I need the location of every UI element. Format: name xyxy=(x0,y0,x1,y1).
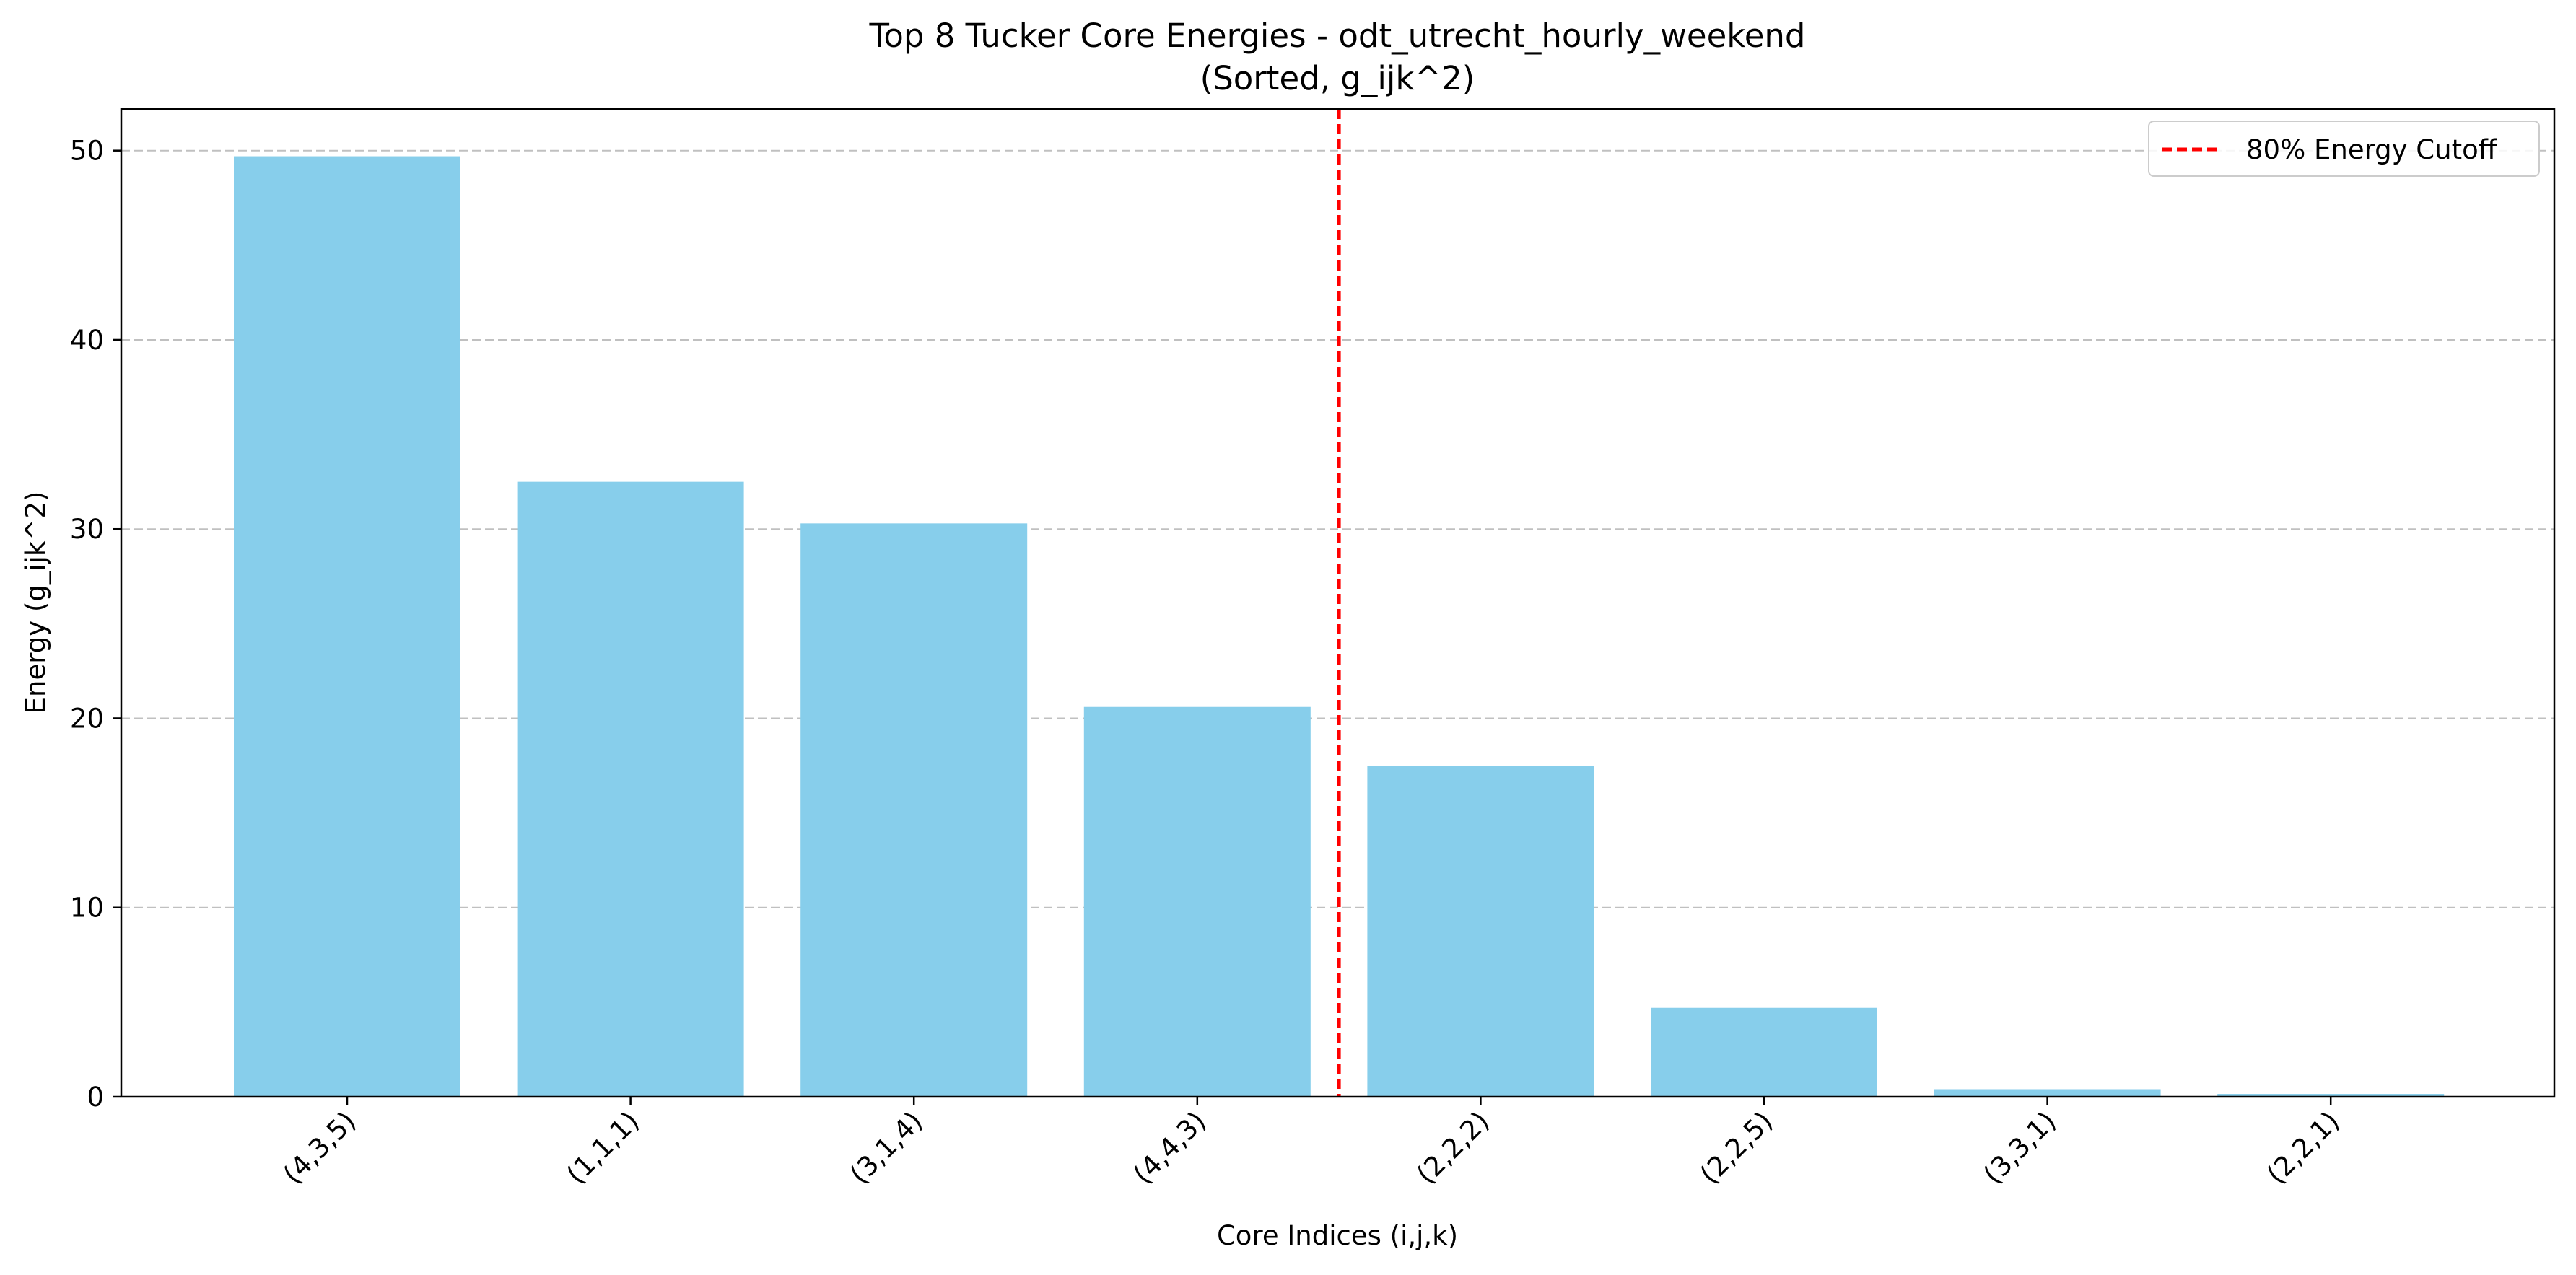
y-tick-label: 10 xyxy=(70,893,104,924)
x-tick-label: (2,2,1) xyxy=(2261,1105,2345,1190)
x-tick-label: (3,3,1) xyxy=(1978,1105,2062,1190)
x-tick-label: (2,2,2) xyxy=(1410,1105,1495,1190)
bar xyxy=(234,156,460,1097)
x-axis-label: Core Indices (i,j,k) xyxy=(1217,1220,1458,1251)
legend: 80% Energy Cutoff xyxy=(2148,121,2540,177)
x-tick-label: (2,2,5) xyxy=(1694,1105,1778,1190)
y-tick-label: 30 xyxy=(70,514,104,545)
bar xyxy=(1934,1089,2161,1097)
y-tick-label: 40 xyxy=(70,325,104,356)
y-tick-label: 50 xyxy=(70,136,104,167)
bar xyxy=(2217,1094,2445,1097)
bars xyxy=(234,156,2445,1097)
x-tick-label: (4,3,5) xyxy=(277,1105,362,1190)
bar xyxy=(517,481,744,1097)
y-axis-ticks: 0 10 20 30 40 50 xyxy=(70,136,121,1113)
y-tick-label: 20 xyxy=(70,703,104,734)
bar xyxy=(1651,1007,1877,1097)
y-axis-label: Energy (g_ijk^2) xyxy=(20,491,51,714)
y-tick-label: 0 xyxy=(87,1082,104,1113)
bar xyxy=(800,523,1028,1097)
x-tick-label: (1,1,1) xyxy=(561,1105,645,1190)
x-tick-label: (4,4,3) xyxy=(1127,1105,1212,1190)
legend-box xyxy=(2148,121,2540,177)
chart-title: Top 8 Tucker Core Energies - odt_utrecht… xyxy=(868,17,1805,55)
bar xyxy=(1083,706,1311,1097)
x-tick-label: (3,1,4) xyxy=(844,1105,928,1190)
plot-frame xyxy=(120,108,2556,1098)
x-axis-ticks: (4,3,5) (1,1,1) (3,1,4) (4,4,3) (2,2,2) (2,2,… xyxy=(277,1097,2346,1190)
chart-subtitle: (Sorted, g_ijk^2) xyxy=(1200,59,1475,97)
bar xyxy=(1367,766,1594,1097)
legend-cutoff-label: 80% Energy Cutoff xyxy=(2246,134,2498,165)
